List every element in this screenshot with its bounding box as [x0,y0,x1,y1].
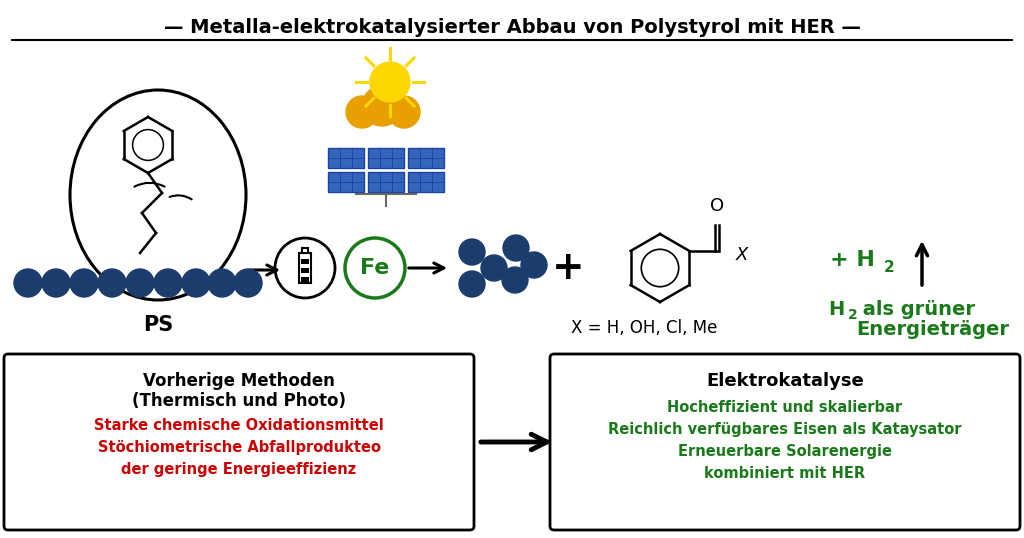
Text: Reichlich verfügbares Eisen als Kataysator: Reichlich verfügbares Eisen als Kataysat… [608,422,962,437]
Circle shape [459,239,485,265]
Circle shape [362,86,402,126]
Circle shape [234,269,262,297]
Text: Hocheffizient und skalierbar: Hocheffizient und skalierbar [668,400,902,415]
Bar [302,248,308,253]
Text: +: + [552,249,585,287]
Circle shape [502,267,528,293]
Circle shape [98,269,126,297]
Bar [328,172,364,192]
Bar [328,148,364,168]
Circle shape [521,252,547,278]
Circle shape [370,62,410,102]
Text: Elektrokatalyse: Elektrokatalyse [707,372,864,390]
Circle shape [459,271,485,297]
Text: X = H, OH, Cl, Me: X = H, OH, Cl, Me [570,319,717,337]
Text: PS: PS [143,315,173,335]
Text: Erneuerbare Solarenergie: Erneuerbare Solarenergie [678,444,892,459]
Bar [408,148,444,168]
Text: + H: + H [830,250,874,270]
Circle shape [208,269,236,297]
Circle shape [346,96,378,128]
Text: X: X [735,246,748,264]
Text: Vorherige Methoden: Vorherige Methoden [143,372,335,390]
Bar [301,277,309,282]
Text: Starke chemische Oxidationsmittel: Starke chemische Oxidationsmittel [94,418,384,433]
Circle shape [14,269,42,297]
Circle shape [481,255,507,281]
Text: Stöchiometrische Abfallprodukteo: Stöchiometrische Abfallprodukteo [97,440,381,455]
Bar [408,172,444,192]
Bar [299,253,311,283]
Circle shape [42,269,70,297]
Text: (Thermisch und Photo): (Thermisch und Photo) [132,392,346,410]
Bar [368,172,404,192]
Circle shape [70,269,98,297]
Circle shape [126,269,154,297]
Text: der geringe Energieeffizienz: der geringe Energieeffizienz [122,462,356,477]
Circle shape [154,269,182,297]
Text: H: H [828,300,844,319]
FancyBboxPatch shape [550,354,1020,530]
Text: als grüner: als grüner [856,300,975,319]
Text: O: O [711,197,725,215]
Circle shape [388,96,420,128]
Circle shape [182,269,210,297]
Bar [301,259,309,264]
Text: Energieträger: Energieträger [856,320,1009,339]
Text: kombiniert mit HER: kombiniert mit HER [705,466,865,481]
Text: Fe: Fe [360,258,390,278]
Bar [368,148,404,168]
Bar [301,268,309,273]
Text: 2: 2 [884,260,895,275]
Circle shape [503,235,529,261]
Text: — Metalla-elektrokatalysierter Abbau von Polystyrol mit HER —: — Metalla-elektrokatalysierter Abbau von… [164,18,860,37]
Text: 2: 2 [848,308,858,322]
FancyBboxPatch shape [4,354,474,530]
